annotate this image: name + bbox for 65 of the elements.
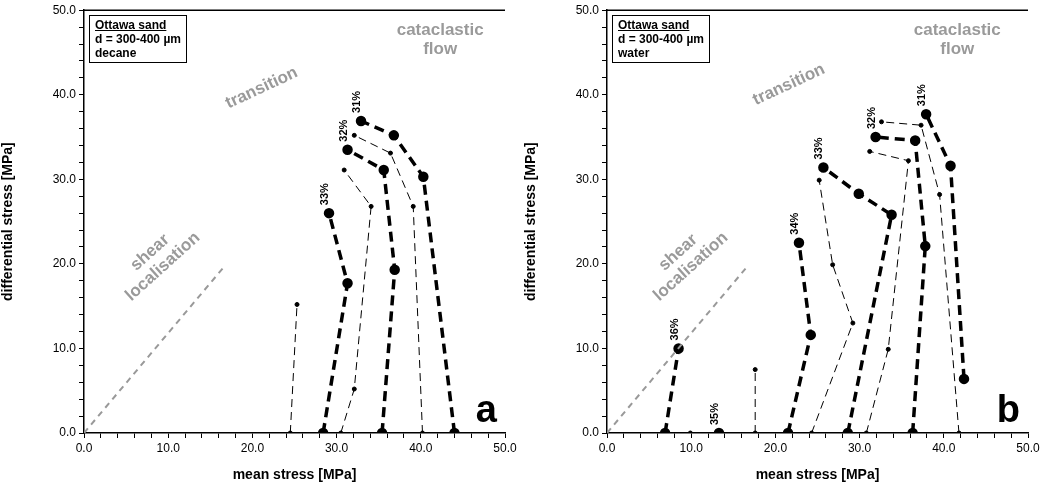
y-tick-label: 50.0 [575, 2, 600, 17]
x-tick-label: 20.0 [240, 440, 265, 455]
annotation: cataclastic flow [396, 19, 484, 58]
y-tick-label: 0.0 [59, 425, 77, 440]
y-tick-label: 30.0 [52, 171, 77, 186]
text: 35% [708, 402, 721, 425]
y-tick-label: 20.0 [575, 256, 600, 271]
x-tick-label: 40.0 [409, 440, 433, 455]
x-tick-label: 50.0 [493, 440, 517, 455]
y-tick-label: 30.0 [575, 171, 600, 186]
point [945, 160, 956, 172]
text: 32% [336, 119, 349, 142]
point [793, 237, 805, 248]
y-tick-label: 10.0 [52, 340, 77, 355]
x-tick-label: 10.0 [156, 440, 181, 455]
annotation: decane [95, 46, 138, 60]
y-axis-title: differential stress [MPa] [522, 142, 539, 301]
annotation: d = 300-400 µm [618, 32, 704, 46]
x-tick-label: 50.0 [1016, 440, 1040, 455]
x-tick-label: 20.0 [763, 440, 788, 455]
text: 31% [350, 90, 363, 113]
x-axis-title: mean stress [MPa] [232, 466, 357, 483]
y-tick-label: 0.0 [582, 425, 600, 440]
x-axis-title: mean stress [MPa] [755, 466, 880, 483]
text: 34% [788, 212, 801, 235]
y-tick-label: 40.0 [575, 87, 600, 102]
y-tick-label: 20.0 [52, 256, 77, 271]
x-tick-label: 10.0 [679, 440, 704, 455]
annotation: d = 300-400 µm [95, 32, 181, 46]
point [342, 278, 353, 289]
x-tick-label: 0.0 [598, 440, 616, 455]
text: b [996, 388, 1020, 431]
annotation: Ottawa sand [618, 18, 691, 32]
y-tick-label: 50.0 [52, 2, 77, 17]
point [818, 162, 829, 173]
point [870, 131, 881, 143]
point [853, 188, 865, 199]
annotation: Ottawa sand [95, 18, 168, 32]
x-tick-label: 30.0 [847, 440, 872, 455]
text: 33% [318, 182, 331, 206]
x-tick-label: 40.0 [932, 440, 956, 455]
annotation: water [618, 46, 651, 60]
point [323, 207, 335, 219]
point [355, 115, 367, 127]
point [389, 264, 400, 276]
x-tick-label: 30.0 [324, 440, 349, 455]
point [920, 108, 932, 120]
point [388, 130, 400, 141]
text: a [475, 388, 498, 431]
annotation: cataclastic flow [913, 19, 1001, 58]
text: 33% [812, 137, 825, 160]
text: 32% [864, 106, 877, 130]
point [378, 164, 389, 176]
point [418, 171, 429, 183]
y-axis-title: differential stress [MPa] [0, 142, 16, 301]
point [805, 329, 817, 341]
y-tick-label: 40.0 [52, 87, 77, 102]
y-tick-label: 10.0 [575, 340, 600, 355]
point [886, 209, 897, 221]
text: 31% [915, 83, 928, 107]
point [909, 135, 921, 146]
text: 36% [667, 318, 680, 341]
x-tick-label: 0.0 [75, 440, 93, 455]
point [342, 144, 353, 155]
point [920, 240, 931, 252]
